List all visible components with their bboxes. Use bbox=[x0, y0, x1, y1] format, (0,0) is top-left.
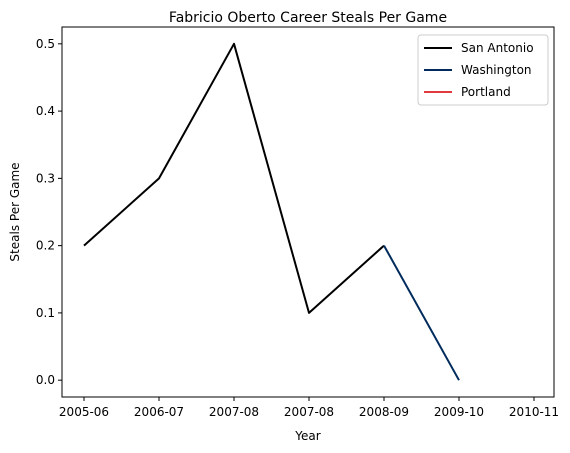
x-axis-label: Year bbox=[294, 429, 320, 443]
chart-title: Fabricio Oberto Career Steals Per Game bbox=[169, 10, 447, 26]
legend-entry: Portland bbox=[461, 85, 511, 99]
x-tick-label: 2007-08 bbox=[209, 405, 259, 419]
y-tick-label: 0.1 bbox=[36, 306, 55, 320]
y-tick-label: 0.4 bbox=[36, 104, 55, 118]
series-line-1 bbox=[383, 245, 460, 381]
y-tick-label: 0.5 bbox=[36, 37, 55, 51]
x-tick-label: 2005-06 bbox=[59, 405, 109, 419]
y-tick-label: 0.0 bbox=[36, 373, 55, 387]
y-axis: 0.0 0.1 0.2 0.3 0.4 0.5 bbox=[36, 37, 62, 387]
legend-entry: Washington bbox=[461, 63, 532, 77]
legend-box bbox=[417, 34, 549, 106]
legend-entry: San Antonio bbox=[461, 41, 534, 55]
x-tick-label: 2010-11 bbox=[509, 405, 559, 419]
plot-lines bbox=[83, 42, 460, 381]
series-line-0 bbox=[83, 42, 385, 314]
x-tick-label: 2007-08 bbox=[284, 405, 334, 419]
x-tick-label: 2008-09 bbox=[359, 405, 409, 419]
y-tick-label: 0.2 bbox=[36, 239, 55, 253]
x-tick-label: 2009-10 bbox=[434, 405, 484, 419]
x-axis: 2005-06 2006-07 2007-08 2007-08 2008-09 2009-… bbox=[59, 397, 559, 419]
legend: San Antonio Washington Portland bbox=[417, 34, 549, 106]
y-axis-label: Steals Per Game bbox=[8, 162, 22, 261]
y-tick-label: 0.3 bbox=[36, 171, 55, 185]
plot-frame bbox=[61, 26, 555, 398]
x-tick-label: 2006-07 bbox=[134, 405, 184, 419]
